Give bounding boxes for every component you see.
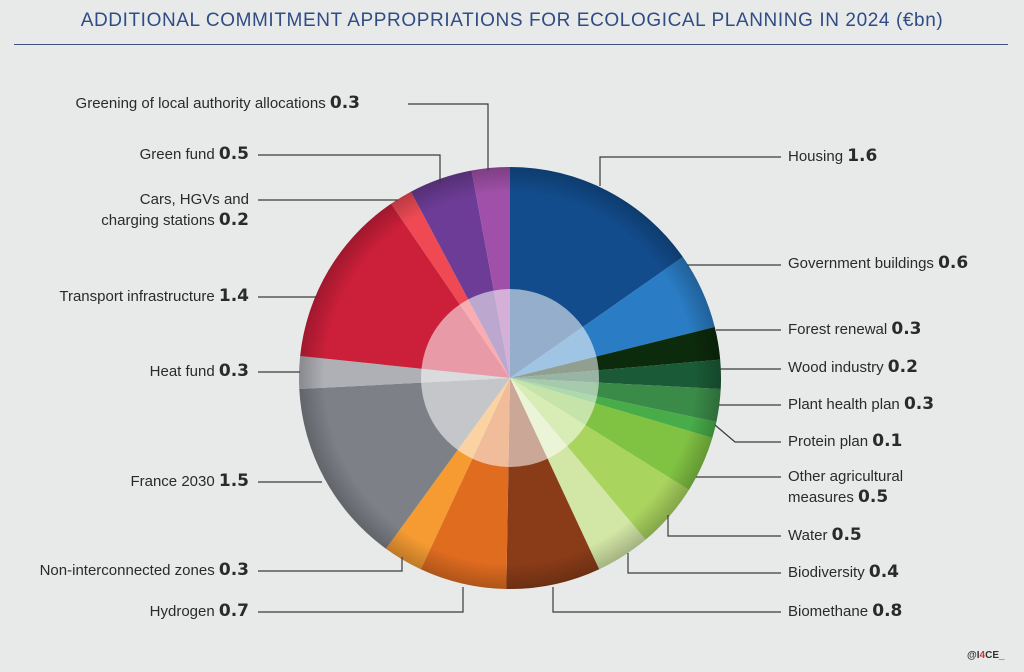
- source-credit: @I4CE_: [967, 650, 1005, 661]
- label-cars: Cars, HGVs and charging stations 0.2: [101, 191, 249, 230]
- label-green-fund: Green fund 0.5: [139, 144, 249, 164]
- title-divider: [14, 44, 1008, 45]
- inner-ring: [421, 289, 599, 467]
- label-france-2030: France 2030 1.5: [130, 471, 249, 491]
- label-non-interconnected: Non-interconnected zones 0.3: [39, 560, 249, 580]
- label-biomethane: Biomethane 0.8: [788, 601, 903, 621]
- leader-lines: [258, 103, 781, 613]
- label-plant-health: Plant health plan 0.3: [788, 394, 935, 414]
- label-hydrogen: Hydrogen 0.7: [149, 601, 249, 621]
- label-housing: Housing 1.6: [788, 146, 878, 166]
- label-greening: Greening of local authority allocations …: [75, 93, 360, 113]
- label-government-buildings: Government buildings 0.6: [788, 253, 969, 273]
- label-protein-plan: Protein plan 0.1: [788, 431, 903, 451]
- label-other-agricultural: Other agricultural measures 0.5: [788, 468, 904, 507]
- label-water: Water 0.5: [788, 525, 862, 545]
- label-transport: Transport infrastructure 1.4: [59, 286, 249, 306]
- label-wood-industry: Wood industry 0.2: [788, 357, 918, 377]
- chart-title: ADDITIONAL COMMITMENT APPROPRIATIONS FOR…: [80, 10, 944, 31]
- label-heat-fund: Heat fund 0.3: [149, 361, 249, 381]
- label-forest-renewal: Forest renewal 0.3: [788, 319, 922, 339]
- label-biodiversity: Biodiversity 0.4: [788, 562, 899, 582]
